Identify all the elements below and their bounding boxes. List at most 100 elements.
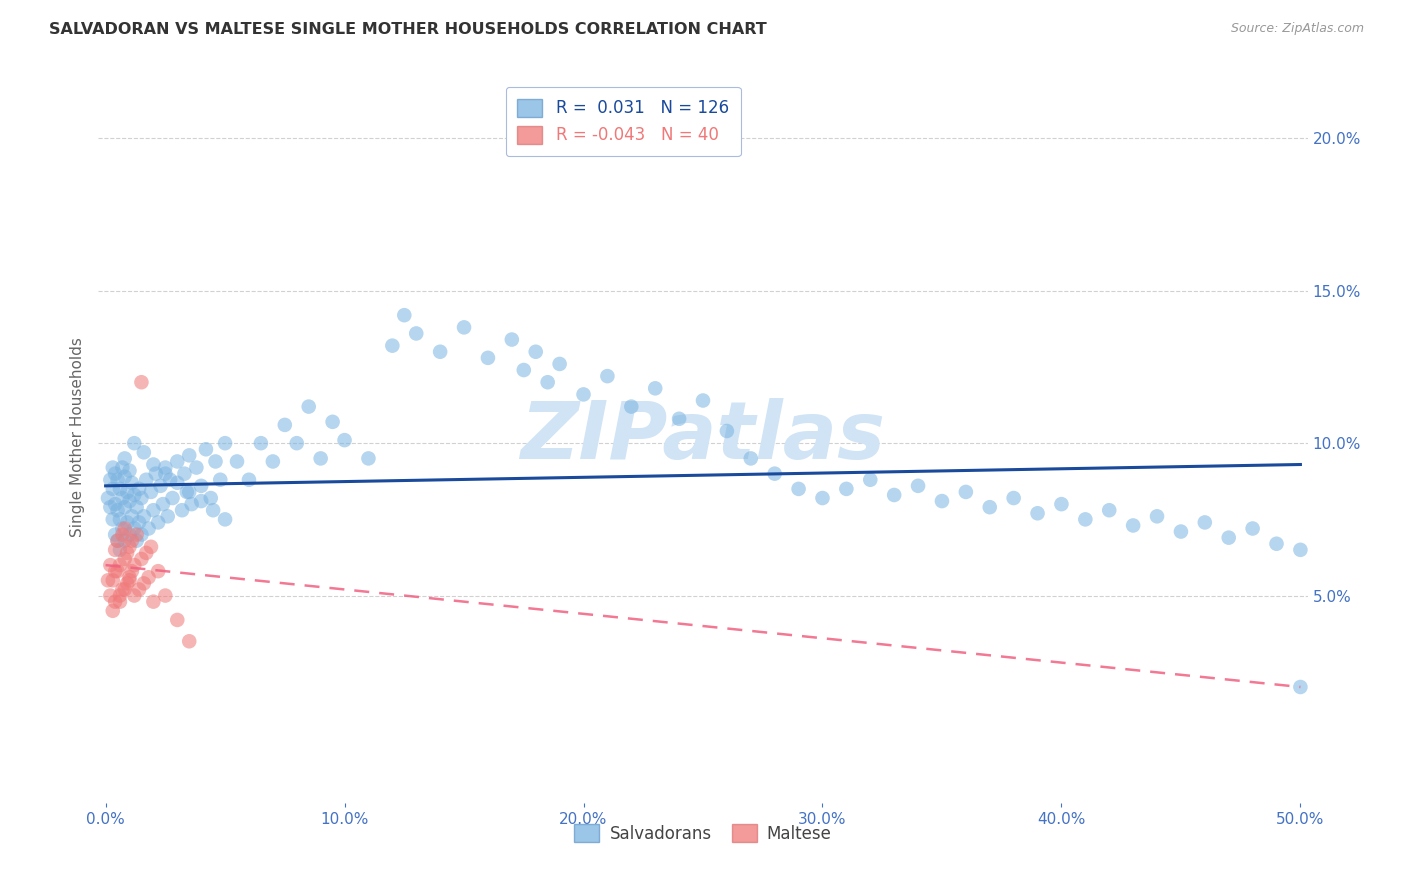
Point (114, 521, 136, 535)
Point (97, 491, 120, 505)
Point (226, 454, 249, 468)
Point (108, 594, 131, 608)
Point (537, 375, 560, 389)
Point (97, 574, 120, 588)
Point (1122, 518, 1144, 533)
Point (98, 500, 121, 515)
Point (122, 521, 145, 535)
Point (274, 417, 297, 432)
Point (1002, 491, 1025, 505)
Point (98, 589, 121, 603)
Point (162, 491, 184, 505)
Point (128, 482, 150, 496)
Point (145, 467, 167, 481)
Point (1050, 497, 1073, 511)
Point (179, 634, 201, 648)
Point (142, 594, 165, 608)
Point (139, 540, 162, 554)
Point (429, 344, 451, 359)
Point (122, 558, 145, 573)
Point (883, 488, 905, 502)
Point (104, 527, 127, 541)
Point (176, 485, 198, 500)
Point (107, 503, 129, 517)
Point (152, 497, 174, 511)
Point (107, 564, 129, 578)
Point (108, 542, 131, 557)
Point (108, 482, 131, 496)
Point (1146, 509, 1168, 524)
Point (101, 460, 124, 475)
Point (149, 479, 172, 493)
Point (115, 576, 138, 591)
Point (114, 552, 136, 566)
Point (128, 582, 150, 597)
Point (121, 564, 143, 578)
Point (931, 494, 953, 508)
Point (250, 436, 273, 450)
Point (159, 473, 181, 487)
Point (811, 491, 834, 505)
Point (513, 363, 536, 377)
Point (135, 546, 157, 560)
Point (262, 454, 284, 468)
Point (98, 473, 121, 487)
Point (620, 400, 643, 414)
Y-axis label: Single Mother Households: Single Mother Households (70, 337, 86, 537)
Point (114, 451, 136, 466)
Point (131, 552, 153, 566)
Point (101, 482, 124, 496)
Point (572, 387, 595, 401)
Point (135, 473, 157, 487)
Point (524, 344, 547, 359)
Point (131, 527, 153, 541)
Point (1289, 542, 1312, 557)
Point (166, 475, 188, 490)
Point (200, 491, 222, 505)
Point (155, 589, 177, 603)
Point (125, 533, 148, 548)
Point (108, 512, 131, 526)
Point (214, 436, 236, 450)
Point (333, 433, 356, 447)
Point (111, 582, 134, 597)
Point (139, 485, 162, 500)
Point (122, 488, 145, 502)
Point (111, 527, 134, 541)
Point (115, 516, 138, 530)
Point (104, 467, 127, 481)
Point (138, 521, 160, 535)
Point (138, 570, 160, 584)
Point (835, 482, 858, 496)
Point (146, 564, 169, 578)
Point (155, 460, 177, 475)
Point (125, 500, 148, 515)
Point (1194, 516, 1216, 530)
Point (548, 357, 571, 371)
Point (101, 574, 124, 588)
Point (166, 613, 188, 627)
Point (644, 381, 666, 395)
Point (170, 503, 193, 517)
Point (298, 400, 321, 414)
Point (155, 467, 177, 481)
Legend: Salvadorans, Maltese: Salvadorans, Maltese (568, 817, 838, 849)
Point (1289, 680, 1312, 694)
Point (118, 464, 141, 478)
Point (114, 469, 136, 483)
Point (190, 494, 212, 508)
Point (118, 574, 141, 588)
Point (1098, 503, 1121, 517)
Point (107, 533, 129, 548)
Point (125, 527, 148, 541)
Point (214, 512, 236, 526)
Point (107, 473, 129, 487)
Point (763, 467, 786, 481)
Point (131, 491, 153, 505)
Point (1026, 506, 1049, 520)
Point (285, 436, 308, 450)
Point (907, 479, 929, 493)
Point (118, 494, 141, 508)
Point (357, 451, 380, 466)
Point (104, 594, 127, 608)
